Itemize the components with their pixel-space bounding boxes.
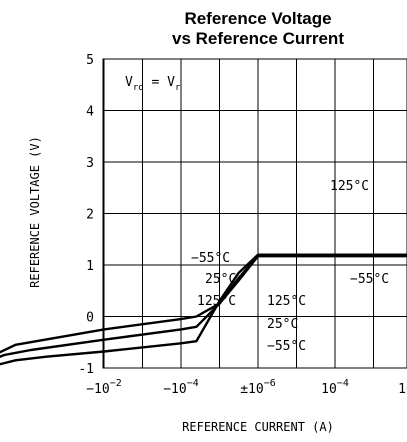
- label-minus55c-neg: −55°C: [191, 251, 230, 266]
- y-axis-title: REFERENCE VOLTAGE (V): [28, 136, 42, 288]
- label-minus55c-pos: −55°C: [267, 339, 306, 354]
- y-tick-label: 4: [86, 105, 94, 120]
- curve-1: [0, 254, 407, 354]
- x-tick-label: −10−4: [163, 378, 199, 397]
- x-axis-title: REFERENCE CURRENT (A): [182, 420, 334, 434]
- y-tick-label: -1: [78, 362, 94, 377]
- label-125c-high: 125°C: [330, 179, 369, 194]
- label-125c-pos: 125°C: [267, 294, 306, 309]
- x-tick-labels: −10−2 −10−4 ±10−6 10−4 10−2: [86, 378, 407, 397]
- x-tick-label: 10−4: [321, 378, 349, 397]
- chart-title-line-1: Reference Voltage: [184, 9, 331, 28]
- y-tick-label: 0: [86, 311, 94, 326]
- condition-label: Vro = Vr: [125, 75, 181, 93]
- x-tick-label: −10−2: [86, 378, 122, 397]
- label-125c-neg: 125°C: [197, 294, 236, 309]
- curve-3: [0, 253, 407, 366]
- data-curves: [0, 253, 407, 366]
- plot-grid: [102, 58, 407, 369]
- y-tick-label: 5: [86, 53, 94, 68]
- y-tick-label: 3: [86, 156, 94, 171]
- y-tick-label: 2: [86, 208, 94, 223]
- x-tick-label: ±10−6: [240, 378, 276, 397]
- y-tick-label: 1: [86, 259, 94, 274]
- label-25c-neg: 25°C: [205, 272, 236, 287]
- x-tick-label: 10−2: [398, 378, 407, 397]
- label-25c-pos: 25°C: [267, 317, 298, 332]
- chart-title-line-2: vs Reference Current: [172, 29, 344, 48]
- y-tick-labels: -1 0 1 2 3 4 5: [78, 53, 94, 377]
- label-minus55c-high: −55°C: [350, 272, 389, 287]
